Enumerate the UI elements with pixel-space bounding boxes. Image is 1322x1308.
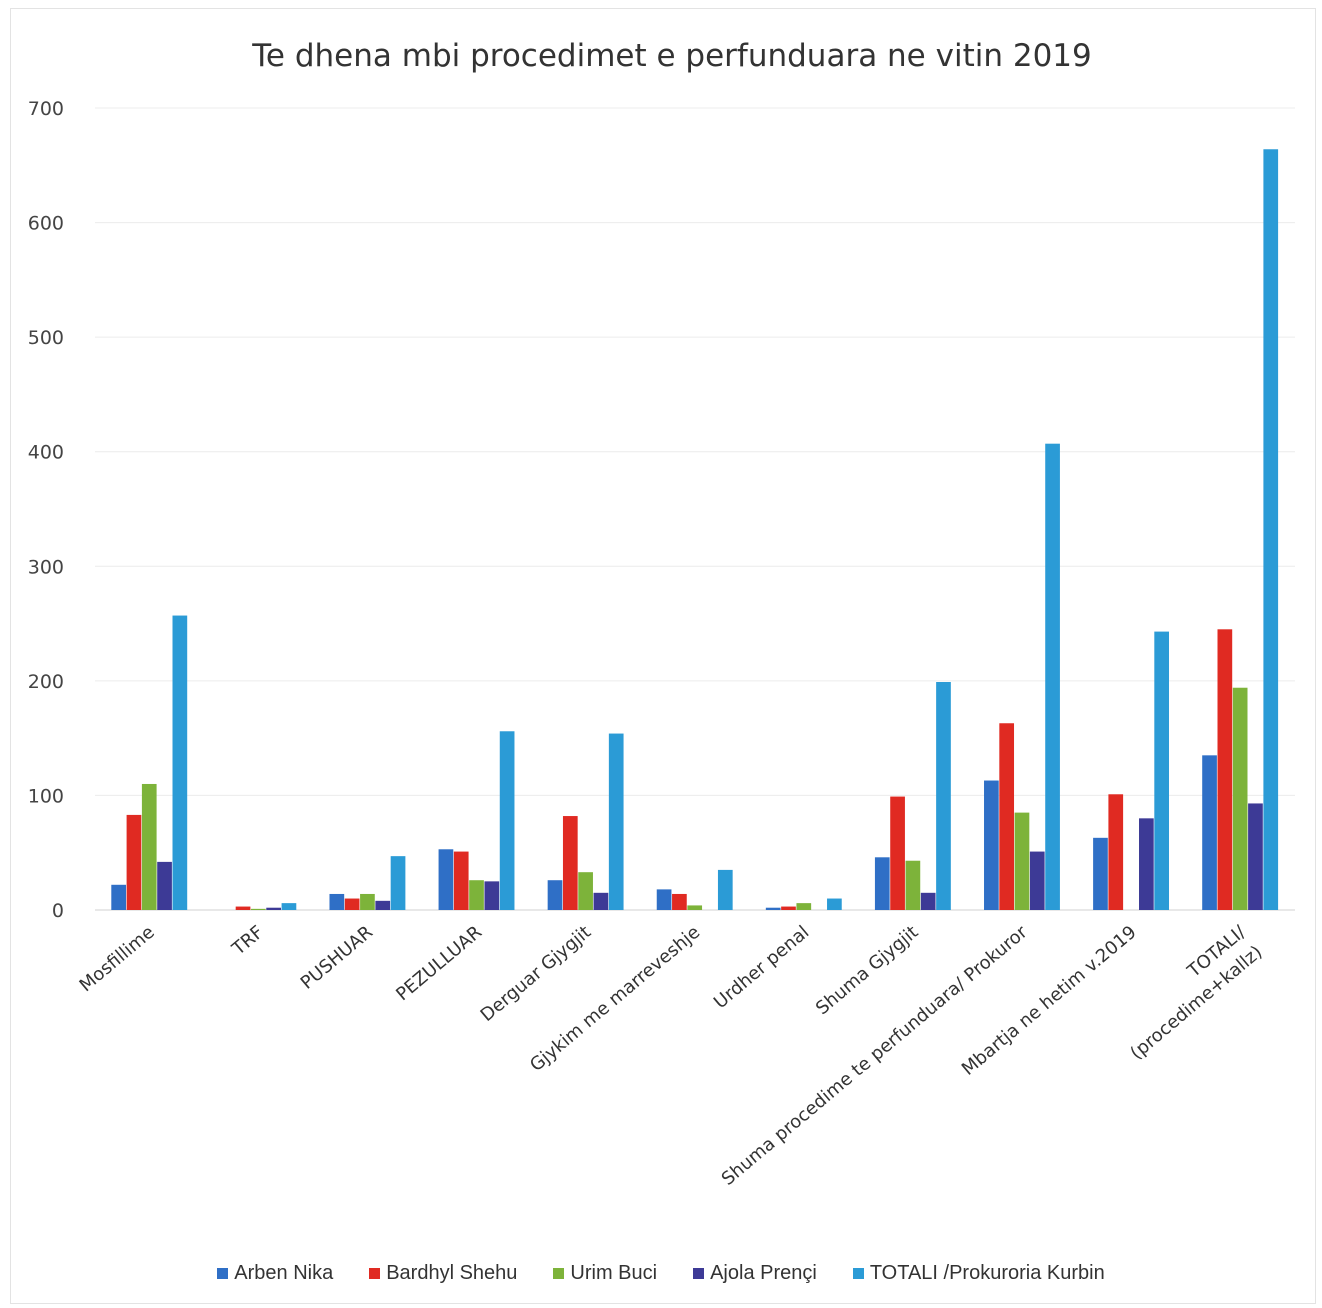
bar xyxy=(547,880,563,910)
legend: Arben Nika Bardhyl Shehu Urim Buci Ajola Pr… xyxy=(0,1262,1322,1285)
bar xyxy=(781,906,796,910)
bar xyxy=(281,903,297,910)
bar xyxy=(1093,837,1108,910)
bar xyxy=(1108,794,1124,910)
x-tick-label: Derguar Gjygjit xyxy=(477,922,596,1026)
x-tick-label: Shuma Gjygjit xyxy=(812,922,922,1019)
bar xyxy=(266,907,281,910)
bar xyxy=(1045,443,1060,910)
bar xyxy=(344,898,360,910)
bar xyxy=(999,723,1015,910)
bar xyxy=(438,849,454,910)
bar xyxy=(1263,149,1279,910)
bar xyxy=(593,892,609,910)
legend-swatch xyxy=(852,1268,864,1279)
bar xyxy=(890,796,905,910)
legend-item: Urim Buci xyxy=(553,1262,657,1285)
legend-swatch xyxy=(553,1268,565,1279)
y-tick-label: 300 xyxy=(28,556,64,578)
x-tick-label: Urdher penal xyxy=(710,922,813,1013)
bar xyxy=(717,869,733,910)
x-tick-label: TRF xyxy=(228,922,268,960)
x-tick-label: Mbartja ne hetim v.2019 xyxy=(958,922,1141,1080)
legend-label: Urim Buci xyxy=(570,1262,658,1284)
bar xyxy=(469,880,484,910)
y-tick-label: 700 xyxy=(28,98,64,120)
bar xyxy=(1139,818,1154,910)
bar xyxy=(1014,812,1030,910)
bar xyxy=(656,889,672,910)
bar xyxy=(936,682,951,910)
x-tick-label: PEZULLUAR xyxy=(392,922,486,1006)
bar xyxy=(1248,803,1263,910)
bar xyxy=(920,892,936,910)
bar xyxy=(375,900,391,910)
bar xyxy=(1217,629,1233,910)
bar xyxy=(796,903,812,910)
bar xyxy=(1029,851,1045,910)
bar xyxy=(578,872,593,910)
bar xyxy=(235,906,251,910)
legend-swatch xyxy=(369,1268,381,1279)
bar xyxy=(141,783,157,910)
bar xyxy=(453,851,469,910)
x-tick-label: PUSHUAR xyxy=(297,922,377,994)
bar xyxy=(827,898,842,910)
x-tick-label: Mosfillime xyxy=(76,922,159,997)
bar xyxy=(765,907,781,910)
legend-label: TOTALI /Prokuroria Kurbin xyxy=(869,1262,1105,1284)
bar xyxy=(1202,755,1217,910)
bar xyxy=(874,857,890,910)
legend-item: Bardhyl Shehu xyxy=(369,1262,517,1285)
legend-label: Ajola Prençi xyxy=(710,1262,817,1284)
chart-frame xyxy=(10,8,1316,1304)
bar xyxy=(126,814,142,910)
legend-swatch xyxy=(693,1268,705,1279)
bar xyxy=(250,908,266,910)
bar xyxy=(1232,687,1248,910)
bar xyxy=(672,893,687,910)
bar xyxy=(111,884,126,910)
bar xyxy=(329,893,345,910)
y-tick-label: 100 xyxy=(28,785,64,807)
y-tick-label: 600 xyxy=(28,213,64,235)
bar xyxy=(360,893,375,910)
legend-item: TOTALI /Prokuroria Kurbin xyxy=(852,1262,1105,1285)
y-tick-label: 500 xyxy=(28,327,64,349)
bar xyxy=(172,615,188,910)
bar xyxy=(905,860,921,910)
legend-swatch xyxy=(217,1268,229,1279)
bar xyxy=(984,780,999,910)
y-tick-label: 400 xyxy=(28,442,64,464)
chart-title: Te dhena mbi procedimet e perfunduara ne… xyxy=(251,38,1091,74)
bar xyxy=(390,856,406,910)
legend-label: Bardhyl Shehu xyxy=(386,1262,518,1284)
y-tick-label: 200 xyxy=(28,671,64,693)
bar xyxy=(1154,631,1170,910)
y-tick-label: 0 xyxy=(52,900,64,922)
bar xyxy=(608,733,624,910)
y-axis-ticks: 0 100 200 300 400 500 600 700 xyxy=(28,98,64,922)
legend-item: Arben Nika xyxy=(217,1262,333,1285)
legend-item: Ajola Prençi xyxy=(693,1262,817,1285)
gridlines xyxy=(95,107,1295,911)
bar xyxy=(157,861,172,910)
bar xyxy=(687,905,703,910)
bar xyxy=(562,816,578,910)
legend-label: Arben Nika xyxy=(234,1262,334,1284)
bar xyxy=(499,731,515,910)
bar xyxy=(484,881,500,910)
bars xyxy=(111,149,1279,910)
